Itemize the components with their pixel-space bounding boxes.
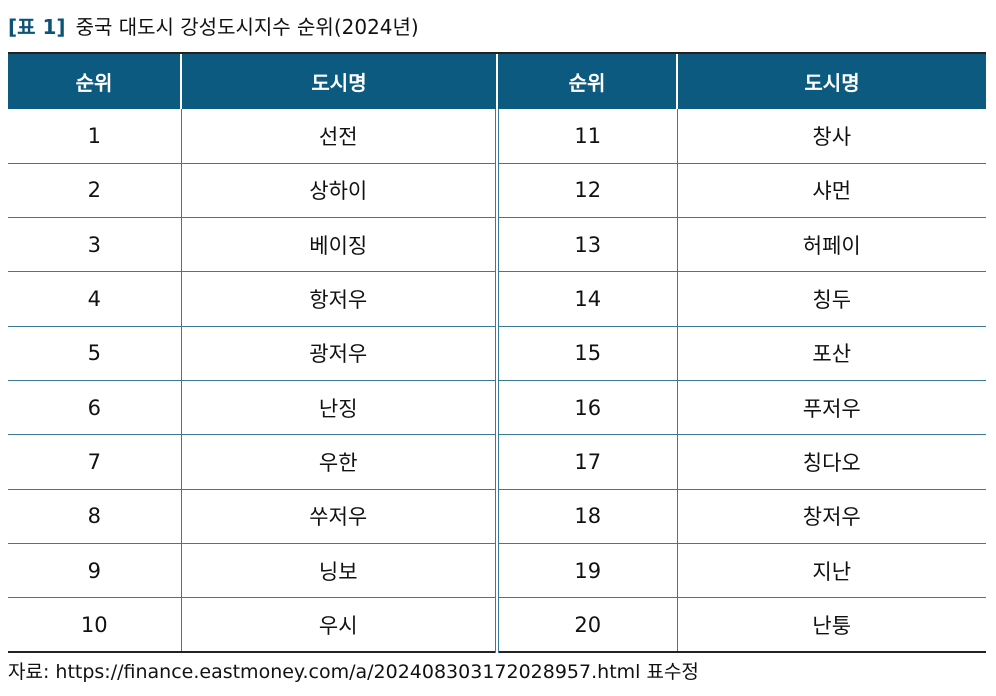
rank-cell: 10 bbox=[8, 597, 182, 653]
table-header-row: 순위 도시명 순위 도시명 bbox=[8, 52, 986, 109]
rank-cell: 18 bbox=[497, 489, 678, 544]
rank-cell: 1 bbox=[8, 109, 182, 164]
city-cell: 항저우 bbox=[181, 271, 499, 327]
rank-cell: 20 bbox=[497, 597, 678, 653]
caption-tag: [표 1] bbox=[8, 15, 66, 39]
city-cell: 우시 bbox=[181, 597, 499, 653]
city-cell: 포산 bbox=[677, 326, 986, 381]
city-cell: 허페이 bbox=[677, 217, 986, 273]
rank-cell: 15 bbox=[497, 326, 678, 381]
table-row: 1 선전 11 창사 bbox=[8, 109, 986, 164]
rank-cell: 5 bbox=[8, 326, 182, 381]
city-cell: 상하이 bbox=[181, 163, 499, 219]
city-cell: 창저우 bbox=[677, 489, 986, 544]
city-cell: 난퉁 bbox=[677, 597, 986, 653]
ranking-table: 순위 도시명 순위 도시명 1 선전 11 창사 2 상하이 12 샤먼 3 베이징 13 허페이 4 항… bbox=[8, 52, 986, 653]
table-row: 2 상하이 12 샤먼 bbox=[8, 163, 986, 219]
city-cell: 난징 bbox=[181, 380, 499, 436]
city-cell: 베이징 bbox=[181, 217, 499, 273]
caption-title: 중국 대도시 강성도시지수 순위(2024년) bbox=[75, 15, 419, 39]
rank-cell: 3 bbox=[8, 217, 182, 273]
rank-cell: 8 bbox=[8, 489, 182, 544]
rank-cell: 16 bbox=[497, 380, 678, 436]
source-note: 자료: https://finance.eastmoney.com/a/2024… bbox=[8, 661, 699, 683]
header-rank-right: 순위 bbox=[496, 52, 677, 109]
rank-cell: 4 bbox=[8, 271, 182, 327]
table-row: 4 항저우 14 칭두 bbox=[8, 271, 986, 327]
city-cell: 광저우 bbox=[181, 326, 499, 381]
city-cell: 칭다오 bbox=[677, 434, 986, 490]
city-cell: 지난 bbox=[677, 543, 986, 599]
rank-cell: 14 bbox=[497, 271, 678, 327]
city-cell: 닝보 bbox=[181, 543, 499, 599]
city-cell: 선전 bbox=[181, 109, 499, 164]
rank-cell: 2 bbox=[8, 163, 182, 219]
table-row: 9 닝보 19 지난 bbox=[8, 543, 986, 599]
rank-cell: 19 bbox=[497, 543, 678, 599]
rank-cell: 13 bbox=[497, 217, 678, 273]
table-body: 1 선전 11 창사 2 상하이 12 샤먼 3 베이징 13 허페이 4 항저우 14 칭두 5 광저우 15 포산… bbox=[8, 109, 986, 653]
table-row: 3 베이징 13 허페이 bbox=[8, 217, 986, 273]
table-row: 8 쑤저우 18 창저우 bbox=[8, 489, 986, 544]
city-cell: 창사 bbox=[677, 109, 986, 164]
city-cell: 샤먼 bbox=[677, 163, 986, 219]
rank-cell: 11 bbox=[497, 109, 678, 164]
header-city-left: 도시명 bbox=[180, 52, 497, 109]
city-cell: 칭두 bbox=[677, 271, 986, 327]
rank-cell: 9 bbox=[8, 543, 182, 599]
city-cell: 쑤저우 bbox=[181, 489, 499, 544]
table-row: 5 광저우 15 포산 bbox=[8, 326, 986, 381]
city-cell: 우한 bbox=[181, 434, 499, 490]
header-rank-left: 순위 bbox=[8, 52, 181, 109]
table-row: 6 난징 16 푸저우 bbox=[8, 380, 986, 436]
table-row: 7 우한 17 칭다오 bbox=[8, 434, 986, 490]
rank-cell: 17 bbox=[497, 434, 678, 490]
rank-cell: 6 bbox=[8, 380, 182, 436]
rank-cell: 7 bbox=[8, 434, 182, 490]
city-cell: 푸저우 bbox=[677, 380, 986, 436]
rank-cell: 12 bbox=[497, 163, 678, 219]
header-city-right: 도시명 bbox=[676, 52, 986, 109]
table-row: 10 우시 20 난퉁 bbox=[8, 597, 986, 653]
table-caption: [표 1] 중국 대도시 강성도시지수 순위(2024년) bbox=[8, 10, 419, 44]
